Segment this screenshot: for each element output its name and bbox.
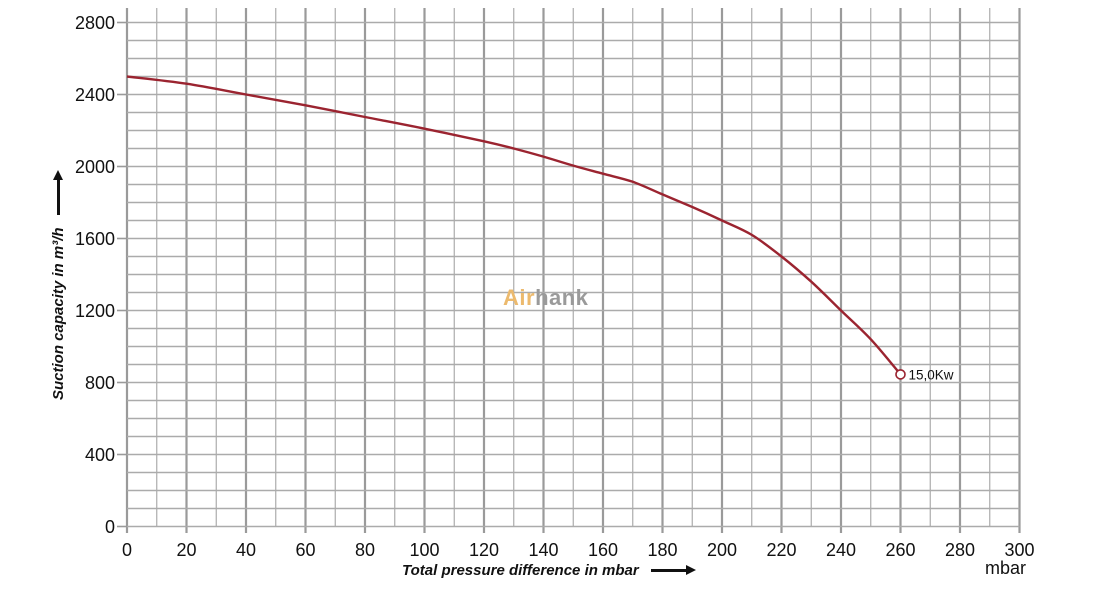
x-tick-label: 0 [122, 540, 132, 560]
y-tick-labels: 0 400 800 1200 1600 2000 2400 2800 [75, 13, 115, 537]
right-arrow-icon [650, 564, 696, 576]
up-arrow-icon [57, 179, 60, 216]
x-tick-label: 20 [176, 540, 196, 560]
watermark-part2: hank [535, 285, 589, 310]
x-tick-label: 260 [885, 540, 915, 560]
x-tick-label: 120 [469, 540, 499, 560]
x-axis-title-label: Total pressure difference in mbar [402, 562, 639, 579]
x-axis-title: Total pressure difference in mbar [402, 562, 696, 579]
y-tick-label: 1200 [75, 301, 115, 321]
x-tick-label: 200 [707, 540, 737, 560]
x-tick-label: 100 [409, 540, 439, 560]
x-tick-label: 300 [1004, 540, 1034, 560]
watermark-part1: Air [503, 285, 536, 310]
performance-curve [126, 75, 902, 376]
grid-horizontal [117, 21, 1020, 528]
y-tick-label: 2800 [75, 13, 115, 33]
y-axis-title-label: Suction capacity in m³/h [50, 227, 67, 400]
x-tick-label: 60 [295, 540, 315, 560]
y-axis-title: Suction capacity in m³/h [50, 179, 67, 400]
x-tick-label: 280 [945, 540, 975, 560]
curve-end-label: 15,0Kw [909, 367, 954, 382]
x-tick-label: 240 [826, 540, 856, 560]
y-tick-label: 0 [105, 517, 115, 537]
x-tick-label: 180 [647, 540, 677, 560]
x-tick-labels: 0 20 40 60 80 100 120 140 160 180 200 220 240 260 280 3… [122, 540, 1035, 560]
y-tick-label: 800 [85, 373, 115, 393]
watermark-logo: Airhank [503, 285, 588, 311]
y-tick-label: 400 [85, 445, 115, 465]
x-tick-label: 40 [236, 540, 256, 560]
x-axis-unit-label: mbar [985, 558, 1027, 578]
curve-end-marker [895, 369, 906, 380]
y-tick-label: 2000 [75, 157, 115, 177]
x-tick-label: 160 [588, 540, 618, 560]
x-tick-label: 80 [355, 540, 375, 560]
y-tick-label: 1600 [75, 229, 115, 249]
x-tick-label: 220 [766, 540, 796, 560]
x-tick-label: 140 [528, 540, 558, 560]
y-tick-label: 2400 [75, 85, 115, 105]
